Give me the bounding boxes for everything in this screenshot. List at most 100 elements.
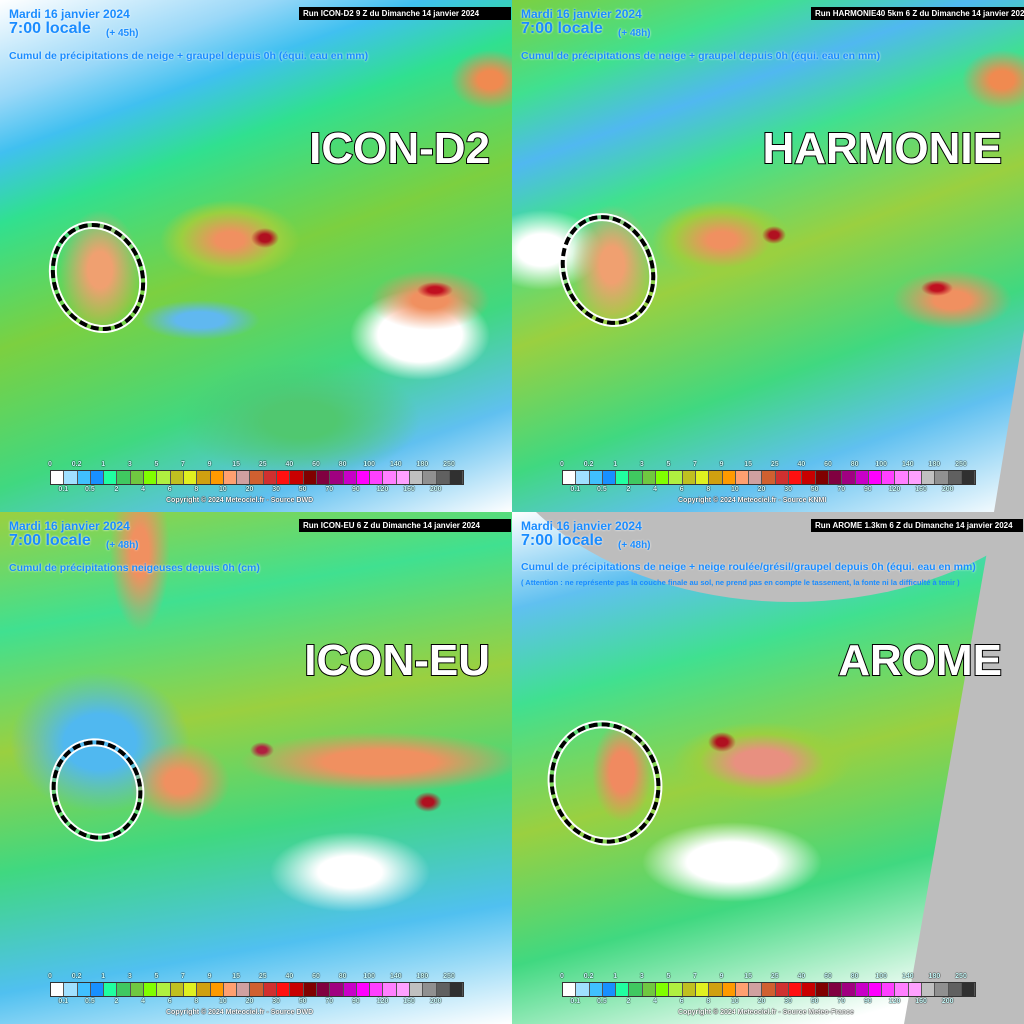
legend-swatch (144, 471, 158, 484)
legend-swatch (423, 983, 437, 996)
legend-tick-label: 5 (666, 461, 671, 468)
legend-swatch (370, 471, 384, 484)
legend-swatch (144, 983, 158, 996)
legend-tick-label: 5 (154, 461, 159, 468)
legend-tick-label: 7 (693, 461, 697, 468)
legend-swatch (250, 983, 264, 996)
legend-swatch (396, 471, 411, 484)
legend-swatch (290, 471, 304, 484)
precipitation-map (512, 0, 1024, 512)
legend-tick-label: 4 (141, 998, 146, 1005)
legend-tick-label: 200 (941, 998, 954, 1005)
legend-swatch (642, 471, 657, 484)
legend-tick-label: 200 (429, 486, 442, 493)
legend-tick-label: 180 (928, 973, 941, 980)
legend-swatch (616, 983, 630, 996)
legend-tick-label: 15 (744, 461, 753, 468)
legend-tick-label: 200 (941, 486, 954, 493)
legend-swatch (669, 471, 683, 484)
legend-tick-label: 25 (770, 973, 779, 980)
legend-tick-label: 10 (218, 998, 227, 1005)
legend-swatch (383, 983, 397, 996)
legend-tick-label: 2 (114, 998, 119, 1005)
legend-swatch (170, 983, 184, 996)
legend-tick-label: 180 (416, 461, 429, 468)
legend-tick-label: 60 (824, 461, 832, 468)
legend-swatch (656, 471, 670, 484)
legend-tick-label: 180 (416, 973, 429, 980)
panel-harmonie: Mardi 16 janvier 2024 7:00 locale (+ 48h… (512, 0, 1024, 512)
legend-tick-label: 7 (693, 973, 697, 980)
legend-swatch (669, 983, 683, 996)
legend-tick-label: 20 (757, 486, 766, 493)
legend-tick-label: 0.2 (583, 973, 594, 980)
legend-tick-label: 120 (888, 486, 901, 493)
legend-tick-label: 120 (376, 998, 389, 1005)
legend-tick-label: 10 (730, 998, 739, 1005)
legend-tick-label: 180 (928, 461, 941, 468)
legend-swatch (656, 983, 670, 996)
color-legend (562, 470, 977, 485)
legend-swatch (316, 983, 331, 996)
legend-swatch (263, 471, 278, 484)
legend-tick-label: 30 (784, 998, 792, 1005)
legend-swatch (563, 983, 577, 996)
legend-labels-bottom: 0.1 0.5 2 4 6 8 10 20 30 50 70 90 120 160 200 (50, 998, 465, 1008)
legend-tick-label: 7 (181, 973, 185, 980)
legend-tick-label: 6 (679, 486, 684, 493)
lead-time: (+ 45h) (106, 28, 139, 39)
legend-swatch (709, 471, 723, 484)
legend-swatch (882, 983, 896, 996)
legend-labels-top: 0 0.2 1 3 5 7 9 15 25 40 60 80 100 140 180 250 (48, 461, 465, 471)
legend-tick-label: 8 (194, 486, 199, 493)
legend-swatch (77, 471, 91, 484)
legend-tick-label: 15 (232, 461, 241, 468)
legend-tick-label: 80 (850, 461, 859, 468)
legend-swatch (90, 983, 105, 996)
legend-swatch (802, 983, 816, 996)
lead-time: (+ 48h) (106, 540, 139, 551)
legend-tick-label: 80 (338, 461, 347, 468)
legend-swatch (922, 983, 936, 996)
variable-title: Cumul de précipitations de neige + graup… (9, 50, 369, 62)
legend-labels-top: 0 0.2 1 3 5 7 9 15 25 40 60 80 100 140 180 250 (560, 461, 977, 471)
legend-swatch (922, 471, 936, 484)
legend-tick-label: 6 (679, 998, 684, 1005)
legend-swatch (157, 983, 171, 996)
legend-tick-label: 30 (272, 998, 280, 1005)
legend-tick-label: 0.5 (85, 486, 95, 493)
legend-swatch (197, 471, 211, 484)
legend-tick-label: 250 (443, 461, 455, 468)
legend-tick-label: 9 (207, 973, 212, 980)
legend-tick-label: 8 (194, 998, 199, 1005)
legend-swatch (370, 983, 384, 996)
legend-swatch (842, 471, 856, 484)
forecast-date: Mardi 16 janvier 2024 (521, 7, 642, 21)
legend-tick-label: 0 (560, 973, 564, 980)
panel-icon-d2: Mardi 16 janvier 2024 7:00 locale (+ 45h… (0, 0, 512, 512)
legend-swatch (576, 471, 590, 484)
forecast-time: 7:00 locale (9, 532, 91, 549)
legend-tick-label: 60 (312, 461, 320, 468)
legend-labels-bottom: 0.1 0.5 2 4 6 8 10 20 30 50 70 90 120 160 200 (562, 486, 977, 496)
legend-swatch (117, 983, 131, 996)
run-info-badge: Run ICON-D2 9 Z du Dimanche 14 janvier 2… (299, 7, 511, 20)
legend-tick-label: 20 (245, 486, 254, 493)
legend-swatch (183, 471, 198, 484)
legend-swatch (789, 983, 803, 996)
legend-tick-label: 70 (325, 998, 334, 1005)
legend-tick-label: 1 (101, 973, 106, 980)
panel-arome: Mardi 16 janvier 2024 7:00 locale (+ 48h… (512, 512, 1024, 1024)
legend-tick-label: 25 (258, 461, 267, 468)
legend-tick-label: 30 (272, 486, 280, 493)
legend-swatch (735, 983, 750, 996)
legend-tick-label: 7 (181, 461, 185, 468)
legend-swatch (895, 471, 909, 484)
legend-swatch (828, 471, 843, 484)
precipitation-map (0, 0, 512, 512)
legend-tick-label: 9 (207, 461, 212, 468)
legend-swatch (815, 471, 829, 484)
legend-swatch (961, 983, 976, 996)
legend-swatch (749, 471, 763, 484)
legend-swatch (449, 471, 464, 484)
